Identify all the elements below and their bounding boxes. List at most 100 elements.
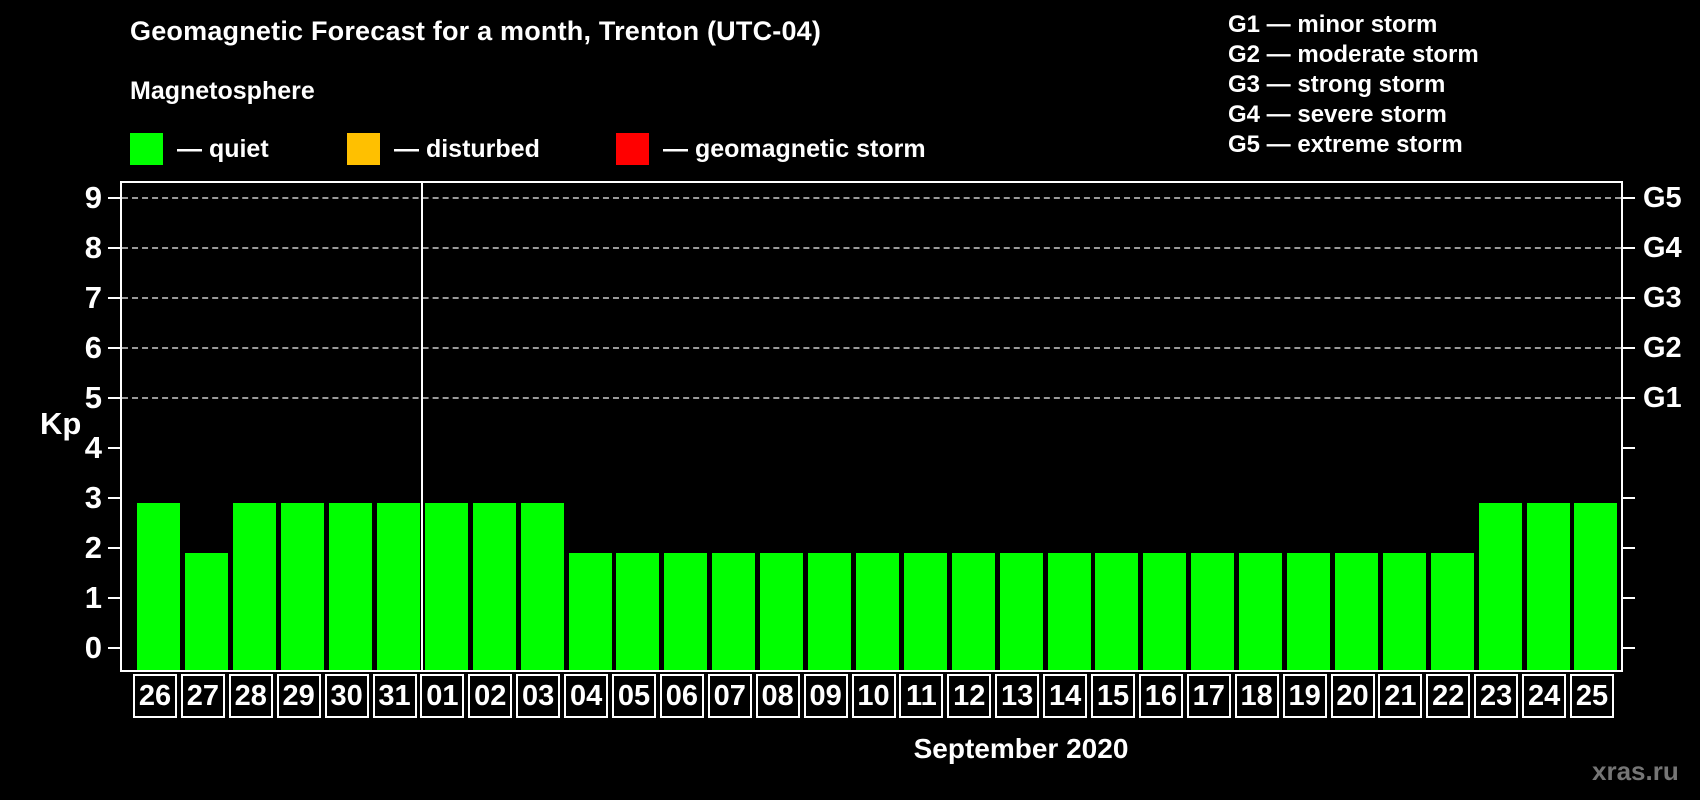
kp-bar-day-20 bbox=[1334, 553, 1378, 670]
legend-item-quiet: — quiet bbox=[130, 132, 269, 166]
day-label-12: 12 bbox=[947, 674, 992, 718]
day-label-29: 29 bbox=[276, 674, 321, 718]
day-label-02: 02 bbox=[468, 674, 513, 718]
storm-scale-g3: G3 — strong storm bbox=[1228, 71, 1446, 98]
month-separator-line bbox=[421, 183, 424, 670]
gridline-kp9 bbox=[122, 197, 1621, 199]
kp-tick-label-7: 7 bbox=[84, 280, 102, 315]
kp-tick-label-1: 1 bbox=[84, 580, 102, 615]
chart-title: Geomagnetic Forecast for a month, Trento… bbox=[130, 16, 822, 46]
kp-bar-day-21 bbox=[1382, 553, 1426, 670]
storm-scale-g2: G2 — moderate storm bbox=[1228, 41, 1479, 68]
kp-bar-day-30 bbox=[329, 503, 373, 670]
kp-bar-day-23 bbox=[1478, 503, 1522, 670]
kp-tick-left-6 bbox=[108, 347, 122, 349]
day-label-10: 10 bbox=[851, 674, 896, 718]
kp-tick-label-5: 5 bbox=[84, 380, 102, 415]
kp-bar-day-13 bbox=[999, 553, 1043, 670]
kp-bar-day-05 bbox=[616, 553, 660, 670]
day-label-11: 11 bbox=[899, 674, 944, 718]
kp-bar-day-27 bbox=[185, 553, 229, 670]
gridline-kp6 bbox=[122, 347, 1621, 349]
quiet-color-swatch bbox=[130, 133, 163, 165]
day-label-17: 17 bbox=[1186, 674, 1231, 718]
g-axis-label-g5: G5 bbox=[1643, 182, 1682, 214]
disturbed-color-swatch bbox=[347, 133, 380, 165]
kp-bar-day-16 bbox=[1143, 553, 1187, 670]
legend-quiet-label: — quiet bbox=[177, 134, 269, 163]
day-label-28: 28 bbox=[228, 674, 273, 718]
day-label-23: 23 bbox=[1474, 674, 1519, 718]
storm-scale-g4: G4 — severe storm bbox=[1228, 101, 1447, 128]
day-label-26: 26 bbox=[133, 674, 177, 718]
day-label-04: 04 bbox=[564, 674, 609, 718]
kp-bar-day-12 bbox=[951, 553, 995, 670]
day-label-21: 21 bbox=[1378, 674, 1423, 718]
kp-bar-day-28 bbox=[233, 503, 277, 670]
kp-tick-left-7 bbox=[108, 297, 122, 299]
kp-tick-right-3 bbox=[1621, 497, 1635, 499]
kp-tick-label-4: 4 bbox=[84, 430, 102, 465]
kp-tick-left-4 bbox=[108, 447, 122, 449]
kp-bar-day-29 bbox=[281, 503, 325, 670]
gridline-kp8 bbox=[122, 247, 1621, 249]
day-label-24: 24 bbox=[1522, 674, 1567, 718]
kp-bar-day-11 bbox=[903, 553, 947, 670]
storm-scale-g5: G5 — extreme storm bbox=[1228, 131, 1463, 158]
kp-tick-right-6 bbox=[1621, 347, 1635, 349]
day-label-15: 15 bbox=[1091, 674, 1135, 718]
kp-tick-right-9 bbox=[1621, 197, 1635, 199]
legend: — quiet — disturbed — geomagnetic storm bbox=[130, 132, 1130, 166]
kp-bar-day-08 bbox=[760, 553, 804, 670]
kp-bar-day-02 bbox=[472, 503, 516, 670]
legend-item-disturbed: — disturbed bbox=[347, 132, 540, 166]
day-label-18: 18 bbox=[1234, 674, 1279, 718]
day-label-27: 27 bbox=[180, 674, 225, 718]
kp-bar-day-07 bbox=[712, 553, 756, 670]
kp-tick-left-3 bbox=[108, 497, 122, 499]
g-axis-label-g1: G1 bbox=[1643, 382, 1682, 414]
kp-bar-day-15 bbox=[1095, 553, 1139, 670]
kp-tick-left-5 bbox=[108, 397, 122, 399]
day-label-07: 07 bbox=[707, 674, 752, 718]
kp-axis-title: Kp bbox=[40, 406, 82, 441]
kp-tick-right-0 bbox=[1621, 647, 1635, 649]
kp-bar-day-06 bbox=[664, 553, 708, 670]
kp-bar-day-17 bbox=[1191, 553, 1235, 670]
storm-scale-legend: G1 — minor storm G2 — moderate storm G3 … bbox=[1228, 10, 1479, 160]
kp-tick-label-0: 0 bbox=[84, 630, 102, 665]
kp-bar-day-09 bbox=[808, 553, 852, 670]
gridline-kp7 bbox=[122, 297, 1621, 299]
day-label-06: 06 bbox=[659, 674, 704, 718]
g-axis-label-g3: G3 bbox=[1643, 282, 1682, 314]
day-label-19: 19 bbox=[1282, 674, 1327, 718]
kp-tick-label-6: 6 bbox=[84, 330, 102, 365]
kp-tick-right-7 bbox=[1621, 297, 1635, 299]
gridline-kp5 bbox=[122, 397, 1621, 399]
kp-tick-left-0 bbox=[108, 647, 122, 649]
kp-bar-day-31 bbox=[376, 503, 420, 670]
day-label-03: 03 bbox=[516, 674, 561, 718]
kp-bar-chart: 0 1 2 3 4 5 6 7 8 9 G1 G2 G3 G4 G5 bbox=[85, 180, 1682, 672]
day-label-20: 20 bbox=[1330, 674, 1375, 718]
kp-tick-label-3: 3 bbox=[84, 480, 102, 515]
kp-tick-right-4 bbox=[1621, 447, 1635, 449]
kp-bar-day-01 bbox=[424, 503, 468, 670]
magnetosphere-subtitle: Magnetosphere bbox=[130, 77, 315, 105]
storm-color-swatch bbox=[616, 133, 649, 165]
kp-tick-right-1 bbox=[1621, 597, 1635, 599]
kp-bar-day-03 bbox=[520, 503, 564, 670]
kp-bar-day-22 bbox=[1430, 553, 1474, 670]
day-axis: 26 27 28 29 30 31 01 02 03 04 05 06 07 08 09 10 11 12 13 14… bbox=[133, 674, 1636, 720]
kp-tick-label-9: 9 bbox=[84, 180, 102, 215]
legend-item-geomagnetic-storm: — geomagnetic storm bbox=[616, 132, 926, 166]
legend-disturbed-label: — disturbed bbox=[394, 134, 540, 163]
kp-tick-right-8 bbox=[1621, 247, 1635, 249]
g-axis-label-g2: G2 bbox=[1643, 332, 1682, 364]
legend-storm-label: — geomagnetic storm bbox=[663, 134, 926, 163]
day-label-05: 05 bbox=[612, 674, 656, 718]
storm-scale-g1: G1 — minor storm bbox=[1228, 11, 1438, 38]
kp-tick-left-2 bbox=[108, 547, 122, 549]
day-label-08: 08 bbox=[755, 674, 800, 718]
kp-bar-day-19 bbox=[1287, 553, 1331, 670]
